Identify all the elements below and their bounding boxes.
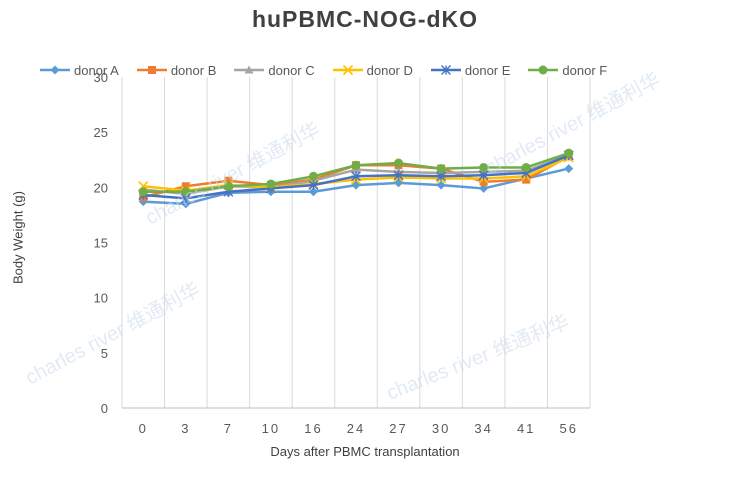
data-point xyxy=(564,164,574,174)
legend-swatch xyxy=(40,65,70,75)
data-point xyxy=(223,181,233,191)
watermark: charles river 维通利华 xyxy=(482,68,665,180)
legend-item: donor D xyxy=(332,62,413,78)
legend-marker xyxy=(244,65,254,74)
data-point xyxy=(138,187,148,197)
chart-legend: donor A donor B donor C donor D donor E donor… xyxy=(40,60,625,80)
data-point xyxy=(308,180,319,191)
legend-item: donor F xyxy=(528,63,607,78)
legend-swatch xyxy=(528,65,559,75)
data-point xyxy=(266,179,276,189)
x-tick-label: 27 xyxy=(389,421,407,436)
data-point xyxy=(479,183,489,193)
x-tick-label: 3 xyxy=(181,421,190,436)
legend-swatch xyxy=(430,65,461,75)
chart-title: huPBMC-NOG-dKO xyxy=(251,6,479,32)
legend-item: donor C xyxy=(234,62,315,78)
legend-item: donor E xyxy=(430,62,511,78)
data-point xyxy=(224,176,233,185)
data-point xyxy=(436,164,446,174)
watermark: charles river 维通利华 xyxy=(22,278,205,390)
legend-swatch xyxy=(234,65,265,74)
legend-label: donor C xyxy=(268,62,315,78)
legend-marker xyxy=(342,64,353,76)
legend-marker xyxy=(538,65,548,75)
legend-item: donor B xyxy=(136,62,217,78)
legend-item: donor A xyxy=(40,63,119,78)
data-point xyxy=(478,170,489,181)
data-point xyxy=(181,199,191,209)
data-point xyxy=(479,177,488,186)
y-axis-label: Body Weight (g) xyxy=(10,191,26,284)
data-point xyxy=(521,162,531,172)
x-tick-label: 34 xyxy=(474,421,492,436)
y-tick-label: 30 xyxy=(94,70,108,85)
x-tick-label: 7 xyxy=(224,421,233,436)
y-tick-label: 10 xyxy=(94,291,108,306)
y-tick-label: 25 xyxy=(94,125,108,140)
legend-marker xyxy=(440,65,451,75)
data-point xyxy=(436,171,447,182)
data-point xyxy=(308,171,318,181)
x-tick-label: 41 xyxy=(517,421,535,436)
x-tick-label: 10 xyxy=(262,421,280,436)
data-point xyxy=(351,171,361,182)
x-tick-label: 16 xyxy=(304,421,322,436)
x-axis-label: Days after PBMC transplantation xyxy=(270,444,460,459)
y-tick-label: 20 xyxy=(94,180,108,195)
data-point xyxy=(394,158,404,168)
legend-label: donor B xyxy=(170,62,217,78)
x-tick-label: 24 xyxy=(347,421,365,436)
watermark: charles river 维通利华 xyxy=(383,310,572,404)
y-tick-label: 15 xyxy=(94,236,108,251)
data-point xyxy=(479,162,489,172)
x-tick-label: 30 xyxy=(432,421,450,436)
data-point xyxy=(181,182,190,191)
x-tick-label: 0 xyxy=(139,421,148,436)
legend-label: donor A xyxy=(74,62,119,78)
legend-label: donor D xyxy=(366,62,413,78)
data-point xyxy=(522,175,531,184)
legend-swatch xyxy=(136,66,167,74)
legend-marker xyxy=(50,65,60,75)
data-point xyxy=(308,187,318,197)
data-point xyxy=(393,170,404,181)
legend-label: donor F xyxy=(562,62,608,78)
watermark: charles river 维通利华 xyxy=(142,118,325,230)
x-tick-label: 56 xyxy=(559,421,577,436)
data-point xyxy=(181,187,191,197)
y-tick-label: 5 xyxy=(101,346,108,361)
y-tick-label: 0 xyxy=(101,401,108,416)
data-point xyxy=(351,160,361,170)
data-point xyxy=(436,180,446,190)
data-point xyxy=(564,148,574,158)
legend-label: donor E xyxy=(464,62,511,78)
legend-swatch xyxy=(332,64,363,76)
legend-marker xyxy=(147,66,156,74)
